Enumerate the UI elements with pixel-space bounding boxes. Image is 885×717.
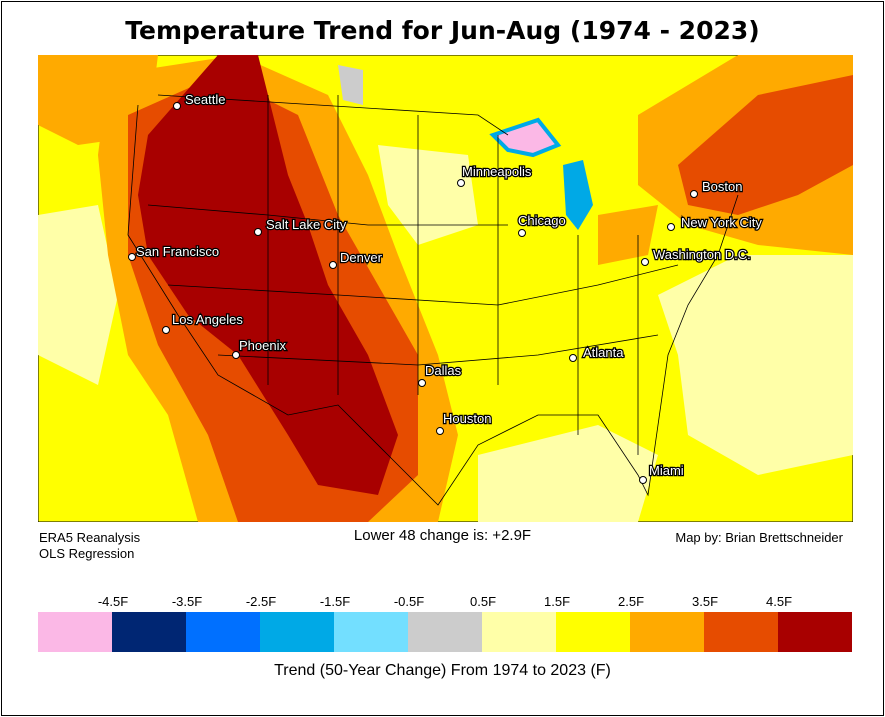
city-label: Salt Lake City	[266, 217, 347, 232]
city-label: Atlanta	[583, 345, 624, 360]
legend-swatch	[630, 612, 704, 652]
city-label: Chicago	[518, 213, 566, 228]
city-dot	[569, 354, 577, 362]
city-label: Miami	[649, 463, 684, 478]
pale-region-midwest	[378, 145, 478, 245]
legend-tick-label: -2.5F	[245, 594, 277, 609]
legend-tick-label: -4.5F	[97, 594, 129, 609]
lake-superior-region	[489, 117, 562, 158]
legend-swatch	[38, 612, 112, 652]
city-dot	[232, 351, 240, 359]
city-dot	[641, 258, 649, 266]
source-line-1: ERA5 Reanalysis	[39, 530, 141, 545]
city-label: Washington D.C.	[653, 247, 751, 262]
source-note: ERA5 Reanalysis OLS Regression	[39, 530, 140, 562]
legend-swatch	[334, 612, 408, 652]
city-label: Minneapolis	[462, 164, 532, 179]
city-dot	[418, 379, 426, 387]
legend-swatch	[704, 612, 778, 652]
legend-swatch	[482, 612, 556, 652]
legend-title: Trend (50-Year Change) From 1974 to 2023…	[274, 662, 611, 679]
city-dot	[128, 253, 136, 261]
state-boundaries	[127, 94, 739, 506]
city-label: New York City	[681, 215, 762, 230]
orange-region-east	[598, 205, 658, 265]
city-label: San Francisco	[136, 244, 219, 259]
gray-region-north	[338, 65, 363, 105]
legend-tick-label: 3.5F	[691, 594, 719, 609]
city-label: Boston	[702, 179, 742, 194]
city-label: Los Angeles	[172, 312, 243, 327]
city-dot	[518, 229, 526, 237]
source-line-2: OLS Regression	[39, 546, 135, 561]
legend-tick-label: 2.5F	[617, 594, 645, 609]
trend-map: Seattle San Francisco Salt Lake City Denver…	[38, 55, 853, 522]
summary-text: Lower 48 change is: +2.9F	[353, 527, 532, 544]
legend-swatch	[186, 612, 260, 652]
city-label: Dallas	[425, 363, 462, 378]
legend-swatch	[778, 612, 852, 652]
city-dot	[457, 179, 465, 187]
city-markers: Seattle San Francisco Salt Lake City Denver…	[128, 91, 764, 484]
legend-swatch	[112, 612, 186, 652]
pale-region-atlantic	[658, 255, 853, 475]
city-dot	[639, 476, 647, 484]
legend-tick-label: -1.5F	[319, 594, 351, 609]
pale-region-gulf	[478, 425, 658, 522]
city-label: Phoenix	[239, 338, 286, 353]
legend-colorbar	[38, 612, 852, 652]
city-dot	[329, 261, 337, 269]
city-dot	[254, 228, 262, 236]
city-dot	[436, 427, 444, 435]
city-dot	[173, 102, 181, 110]
map-title: Temperature Trend for Jun-Aug (1974 - 20…	[125, 16, 760, 45]
city-dot	[667, 223, 675, 231]
legend-swatch	[408, 612, 482, 652]
lake-michigan-region	[563, 160, 593, 230]
city-label: Houston	[443, 411, 491, 426]
legend-tick-label: -0.5F	[393, 594, 425, 609]
legend-tick-label: 1.5F	[543, 594, 571, 609]
legend-swatch	[556, 612, 630, 652]
city-dot	[162, 326, 170, 334]
credit-text: Map by: Brian Brettschneider	[675, 530, 843, 545]
city-label: Seattle	[185, 92, 225, 107]
legend-tick-label: -3.5F	[171, 594, 203, 609]
city-label: Denver	[340, 250, 383, 265]
legend-tick-label: 4.5F	[765, 594, 793, 609]
red-orange-region-northeast	[678, 75, 853, 215]
pale-region-ocean-west	[38, 205, 118, 385]
legend-swatch	[260, 612, 334, 652]
legend-tick-label: 0.5F	[469, 594, 497, 609]
city-dot	[690, 190, 698, 198]
